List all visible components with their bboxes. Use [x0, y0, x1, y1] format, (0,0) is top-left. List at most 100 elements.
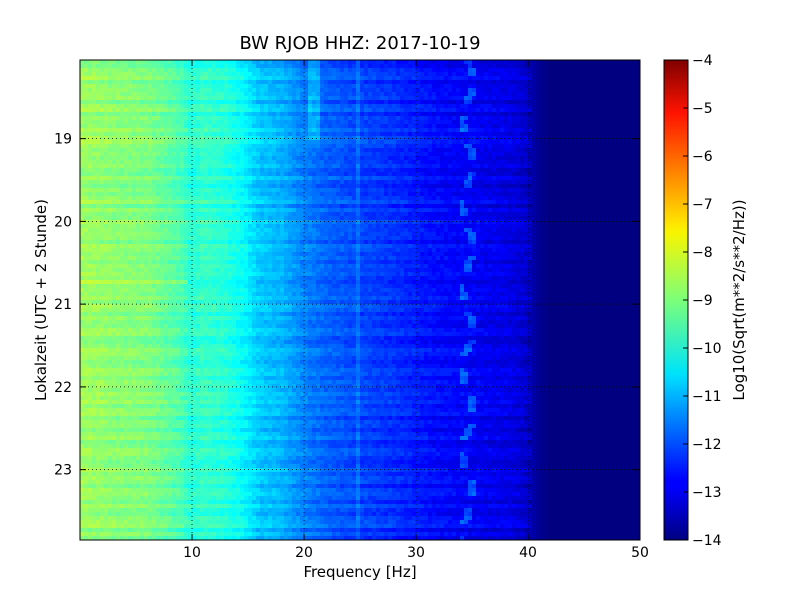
- heatmap-cell: [388, 184, 393, 189]
- heatmap-cell: [632, 96, 637, 101]
- heatmap-cell: [428, 188, 433, 193]
- heatmap-cell: [356, 84, 361, 89]
- heatmap-cell: [544, 172, 549, 177]
- heatmap-cell: [416, 104, 421, 109]
- heatmap-cell: [164, 116, 169, 121]
- heatmap-cell: [316, 136, 321, 141]
- heatmap-cell: [296, 108, 301, 113]
- heatmap-cell: [360, 64, 365, 69]
- heatmap-cell: [108, 188, 113, 193]
- heatmap-cell: [200, 136, 205, 141]
- heatmap-cell: [520, 140, 525, 145]
- heatmap-cell: [636, 132, 640, 137]
- heatmap-cell: [408, 160, 413, 165]
- heatmap-cell: [592, 132, 597, 137]
- heatmap-cell: [176, 92, 181, 97]
- heatmap-cell: [608, 84, 613, 89]
- heatmap-cell: [400, 88, 405, 93]
- heatmap-cell: [540, 76, 545, 81]
- heatmap-cell: [600, 152, 605, 157]
- heatmap-cell: [344, 156, 349, 161]
- heatmap-cell: [264, 116, 269, 121]
- heatmap-cell: [264, 168, 269, 173]
- heatmap-cell: [472, 192, 477, 197]
- heatmap-cell: [120, 68, 125, 73]
- heatmap-cell: [80, 100, 85, 105]
- heatmap-cell: [296, 200, 301, 205]
- heatmap-cell: [212, 160, 217, 165]
- heatmap-cell: [624, 196, 629, 201]
- heatmap-cell: [108, 140, 113, 145]
- heatmap-cell: [340, 164, 345, 169]
- heatmap-cell: [220, 60, 225, 65]
- heatmap-cell: [592, 148, 597, 153]
- heatmap-cell: [240, 164, 245, 169]
- heatmap-cell: [488, 76, 493, 81]
- heatmap-cell: [604, 152, 609, 157]
- heatmap-cell: [404, 148, 409, 153]
- heatmap-cell: [608, 92, 613, 97]
- heatmap-cell: [356, 152, 361, 157]
- heatmap-cell: [324, 72, 329, 77]
- heatmap-cell: [608, 172, 613, 177]
- heatmap-cell: [196, 92, 201, 97]
- heatmap-cell: [588, 132, 593, 137]
- heatmap-cell: [264, 164, 269, 169]
- heatmap-cell: [396, 112, 401, 117]
- heatmap-cell: [484, 100, 489, 105]
- heatmap-cell: [252, 192, 257, 197]
- heatmap-cell: [476, 92, 481, 97]
- heatmap-cell: [500, 148, 505, 153]
- heatmap-cell: [104, 188, 109, 193]
- heatmap-cell: [316, 172, 321, 177]
- heatmap-cell: [144, 184, 149, 189]
- heatmap-cell: [316, 192, 321, 197]
- heatmap-cell: [444, 128, 449, 133]
- heatmap-cell: [596, 112, 601, 117]
- heatmap-cell: [296, 196, 301, 201]
- heatmap-cell: [364, 196, 369, 201]
- heatmap-cell: [616, 120, 621, 125]
- heatmap-cell: [404, 196, 409, 201]
- heatmap-cell: [132, 128, 137, 133]
- heatmap-cell: [360, 116, 365, 121]
- heatmap-cell: [104, 60, 109, 65]
- heatmap-cell: [536, 180, 541, 185]
- heatmap-cell: [564, 132, 569, 137]
- heatmap-cell: [572, 68, 577, 73]
- heatmap-cell: [192, 196, 197, 201]
- heatmap-cell: [204, 172, 209, 177]
- heatmap-cell: [468, 84, 473, 89]
- heatmap-cell: [100, 176, 105, 181]
- heatmap-cell: [448, 124, 453, 129]
- heatmap-cell: [248, 144, 253, 149]
- heatmap-cell: [88, 60, 93, 65]
- heatmap-cell: [372, 184, 377, 189]
- heatmap-cell: [444, 156, 449, 161]
- heatmap-cell: [80, 148, 85, 153]
- heatmap-cell: [416, 64, 421, 69]
- heatmap-cell: [272, 148, 277, 153]
- heatmap-cell: [132, 180, 137, 185]
- heatmap-cell: [328, 104, 333, 109]
- heatmap-cell: [616, 144, 621, 149]
- heatmap-cell: [84, 144, 89, 149]
- heatmap-cell: [328, 156, 333, 161]
- heatmap-cell: [544, 76, 549, 81]
- heatmap-cell: [200, 116, 205, 121]
- heatmap-cell: [84, 176, 89, 181]
- heatmap-cell: [172, 76, 177, 81]
- heatmap-cell: [508, 188, 513, 193]
- heatmap-cell: [220, 84, 225, 89]
- heatmap-cell: [180, 72, 185, 77]
- heatmap-cell: [192, 144, 197, 149]
- heatmap-cell: [256, 172, 261, 177]
- heatmap-cell: [508, 140, 513, 145]
- heatmap-cell: [308, 140, 313, 145]
- heatmap-cell: [468, 196, 473, 201]
- heatmap-cell: [376, 96, 381, 101]
- heatmap-cell: [424, 148, 429, 153]
- heatmap-cell: [352, 60, 357, 65]
- heatmap-cell: [492, 196, 497, 201]
- heatmap-cell: [204, 200, 209, 205]
